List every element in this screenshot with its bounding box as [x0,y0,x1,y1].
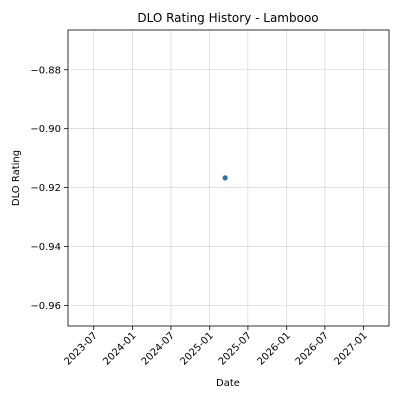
x-tick-label: 2024-07 [140,330,177,367]
x-axis-label: Date [216,378,240,389]
points-layer [222,175,228,181]
grid-layer [68,30,389,326]
x-tick-label: 2024-01 [101,330,138,367]
x-tick-label: 2023-07 [63,330,100,367]
y-tick-label: −0.96 [30,301,61,312]
x-tick-label: 2025-01 [179,330,216,367]
plot-frame [67,29,390,327]
y-axis-label: DLO Rating [11,150,22,206]
x-tick-label: 2026-07 [294,330,331,367]
x-tick-label: 2026-01 [255,330,292,367]
chart-title: DLO Rating History - Lambooo [137,11,318,25]
data-point [222,175,228,181]
x-tick-label: 2027-01 [332,330,369,367]
y-tick-label: −0.90 [30,124,61,135]
ticks-layer: 2023-07 2024-01 2024-07 2025-01 2025-07 2026-… [30,65,369,367]
y-tick-label: −0.94 [30,242,61,253]
y-tick-label: −0.88 [30,65,61,76]
y-tick-label: −0.92 [30,183,61,194]
x-tick-label: 2025-07 [217,330,254,367]
